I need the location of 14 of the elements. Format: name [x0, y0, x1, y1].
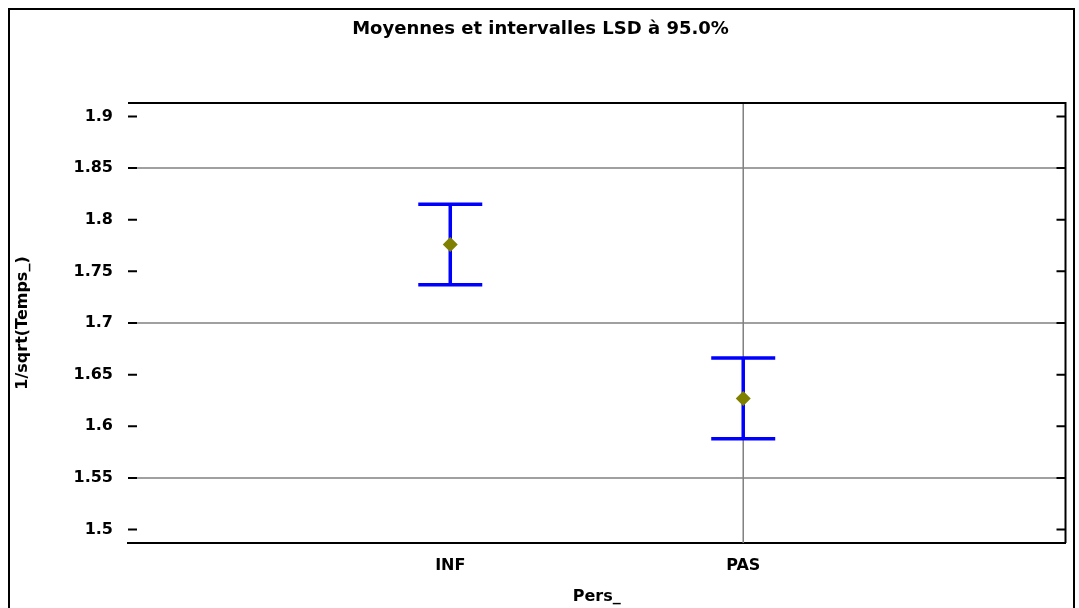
x-tick-label: INF [435, 554, 466, 574]
y-tick-label: 1.5 [84, 518, 113, 538]
y-tick-label: 1.75 [73, 260, 113, 280]
y-axis-title: 1/sqrt(Temps_) [11, 256, 31, 390]
y-tick-label: 1.9 [84, 105, 113, 125]
y-tick-label: 1.8 [84, 208, 113, 228]
y-tick-label: 1.6 [84, 415, 113, 435]
chart-title: Moyennes et intervalles LSD à 95.0% [352, 17, 729, 39]
x-axis-title: Pers_ [572, 585, 621, 605]
y-tick-label: 1.65 [73, 363, 113, 383]
y-tick-label: 1.85 [73, 157, 113, 177]
y-tick-label: 1.55 [73, 467, 113, 487]
x-tick-label: PAS [726, 554, 761, 574]
y-tick-label: 1.7 [84, 312, 113, 332]
